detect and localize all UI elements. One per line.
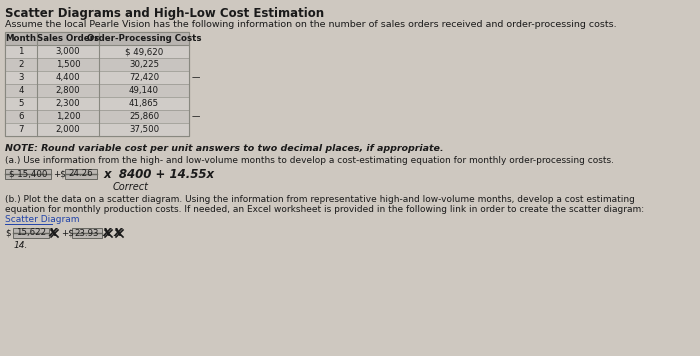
Text: 1: 1 [18,47,24,56]
Bar [5,32,189,136]
Bar [5,97,189,110]
Text: Month: Month [6,34,36,43]
Bar [5,45,189,58]
Text: —: — [192,73,200,82]
Text: 24.26: 24.26 [69,169,93,178]
Text: Assume the local Pearle Vision has the following information on the number of sa: Assume the local Pearle Vision has the f… [5,20,617,29]
Text: 2,000: 2,000 [56,125,80,134]
Bar [5,32,189,136]
Text: 1,200: 1,200 [56,112,80,121]
Text: 2,300: 2,300 [56,99,80,108]
Text: 30,225: 30,225 [129,60,159,69]
Text: x  8400 + 14.55x: x 8400 + 14.55x [103,168,214,180]
Text: 3,000: 3,000 [56,47,80,56]
Bar [65,169,97,179]
Bar [5,84,189,97]
Text: 4,400: 4,400 [56,73,80,82]
Text: 5: 5 [18,99,24,108]
Text: $ 49,620: $ 49,620 [125,47,163,56]
Text: Correct: Correct [113,182,149,192]
Text: X: X [113,228,122,238]
Text: —: — [192,112,200,121]
Bar [5,58,189,71]
Text: 25,860: 25,860 [129,112,159,121]
Text: 3: 3 [18,73,24,82]
Bar [13,228,49,238]
Text: 6: 6 [18,112,24,121]
Text: (b.) Plot the data on a scatter diagram. Using the information from representati: (b.) Plot the data on a scatter diagram.… [5,195,635,204]
Bar [5,32,189,45]
Bar [72,228,102,238]
Text: X: X [103,228,111,238]
Bar [5,71,189,84]
Text: X: X [49,228,57,238]
Text: Sales Orders: Sales Orders [37,34,99,43]
Bar [5,123,189,136]
Text: 2,800: 2,800 [56,86,80,95]
Text: 7: 7 [18,125,24,134]
Text: 37,500: 37,500 [129,125,159,134]
Text: +$: +$ [53,169,66,178]
Text: 15,622: 15,622 [16,229,46,237]
Text: $: $ [5,229,10,237]
Text: +$: +$ [61,229,74,237]
Bar [5,169,51,179]
Text: 2: 2 [18,60,24,69]
Text: $ 15,400: $ 15,400 [9,169,47,178]
Text: 49,140: 49,140 [129,86,159,95]
Text: 41,865: 41,865 [129,99,159,108]
Text: 14.: 14. [14,241,29,250]
Text: NOTE: Round variable cost per unit answers to two decimal places, if appropriate: NOTE: Round variable cost per unit answe… [5,144,444,153]
Text: 4: 4 [18,86,24,95]
Text: equation for monthly production costs. If needed, an Excel worksheet is provided: equation for monthly production costs. I… [5,205,644,214]
Text: 72,420: 72,420 [129,73,159,82]
Text: 1,500: 1,500 [56,60,80,69]
Bar [5,110,189,123]
Text: 23.93: 23.93 [75,229,99,237]
Text: Scatter Diagram: Scatter Diagram [5,215,80,224]
Text: Scatter Diagrams and High-Low Cost Estimation: Scatter Diagrams and High-Low Cost Estim… [5,7,324,20]
Text: Order-Processing Costs: Order-Processing Costs [87,34,202,43]
Text: (a.) Use information from the high- and low-volume months to develop a cost-esti: (a.) Use information from the high- and … [5,156,614,165]
